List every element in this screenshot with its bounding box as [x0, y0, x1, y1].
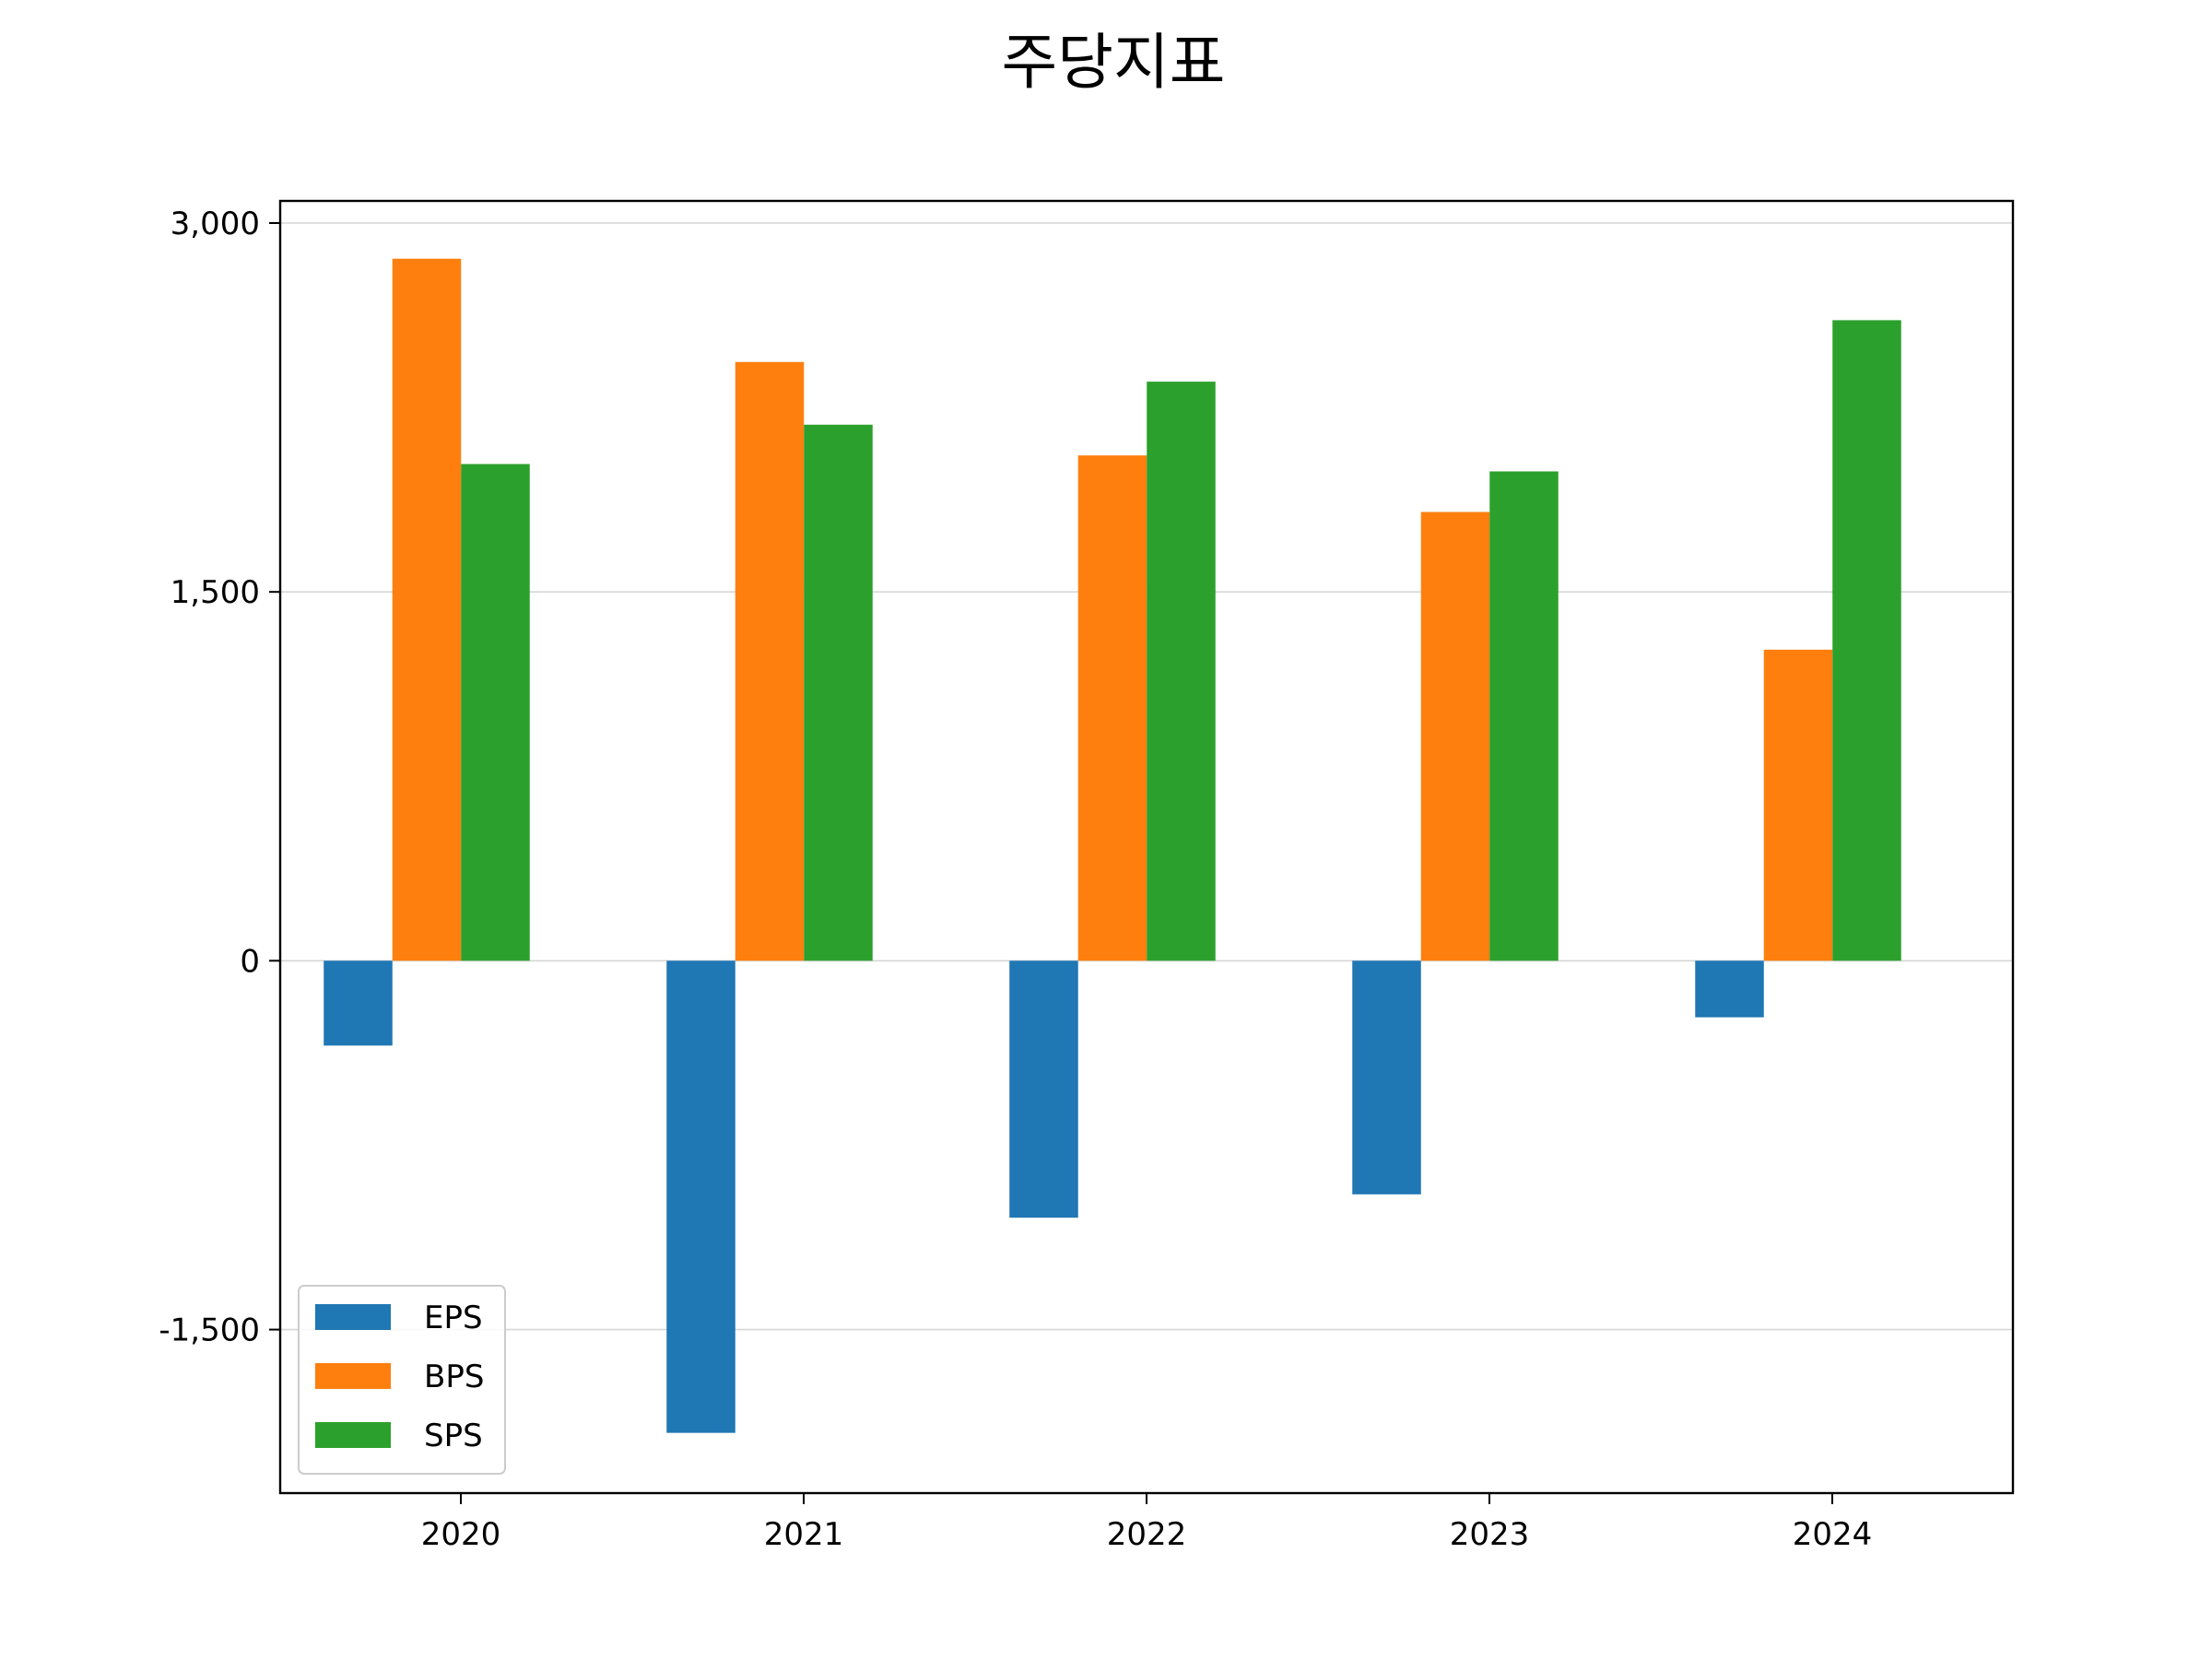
bar-eps-2021 [666, 960, 735, 1433]
x-tick-label: 2024 [1793, 1516, 1873, 1553]
legend-label-bps: BPS [424, 1359, 484, 1395]
bar-eps-2023 [1352, 960, 1421, 1194]
bar-bps-2022 [1077, 455, 1147, 961]
legend-label-sps: SPS [424, 1418, 483, 1454]
y-tick-label: -1,500 [159, 1312, 260, 1349]
y-tick-label: 0 [240, 943, 260, 980]
bar-eps-2020 [324, 960, 393, 1046]
y-axis: -1,500 0 1,500 3,000 [159, 206, 280, 1349]
x-tick-label: 2020 [421, 1516, 501, 1553]
bars [324, 258, 1901, 1433]
legend-label-eps: EPS [424, 1300, 483, 1336]
bar-eps-2022 [1009, 960, 1078, 1218]
y-tick-label: 3,000 [171, 206, 260, 242]
bar-sps-2024 [1832, 320, 1901, 961]
x-tick-label: 2021 [764, 1516, 844, 1553]
bar-sps-2023 [1489, 471, 1559, 961]
bar-sps-2022 [1147, 382, 1216, 961]
x-tick-label: 2022 [1107, 1516, 1187, 1553]
bar-sps-2020 [461, 464, 530, 961]
bar-bps-2021 [735, 361, 805, 961]
y-tick-label: 1,500 [171, 574, 260, 611]
bar-bps-2023 [1420, 512, 1490, 961]
bar-bps-2024 [1763, 649, 1833, 961]
bar-eps-2024 [1695, 960, 1764, 1018]
legend-swatch-sps [315, 1422, 391, 1448]
legend-swatch-bps [315, 1363, 391, 1389]
x-axis: 2020 2021 2022 2023 2024 [421, 1493, 1873, 1553]
bar-bps-2020 [392, 258, 462, 961]
legend-swatch-eps [315, 1304, 391, 1330]
chart-title: 주당지표 [1002, 27, 1226, 98]
bar-sps-2021 [804, 424, 873, 961]
legend: EPS BPS SPS [298, 1285, 506, 1475]
x-tick-label: 2023 [1450, 1516, 1530, 1553]
